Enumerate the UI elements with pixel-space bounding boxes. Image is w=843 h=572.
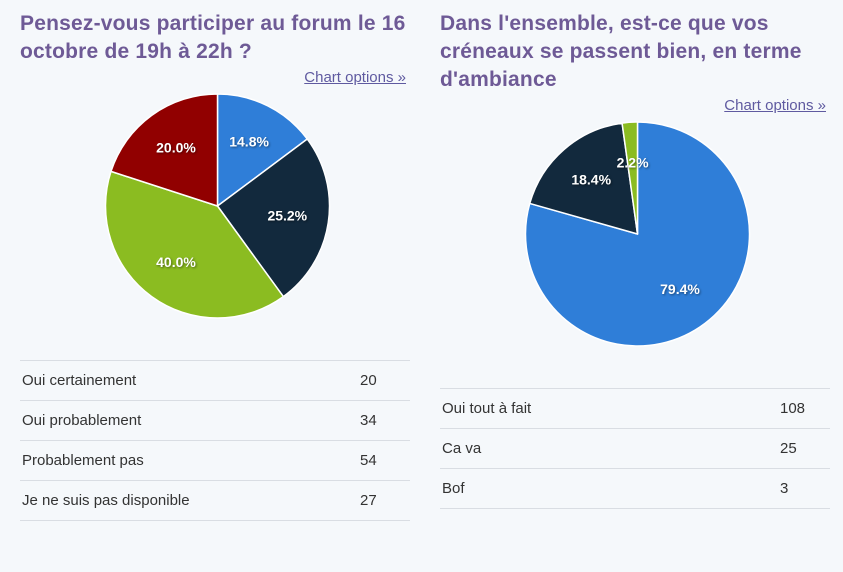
- chart-options-bar: Chart options »: [20, 68, 406, 88]
- answer-count: 20: [358, 360, 410, 401]
- answer-label: Probablement pas: [20, 440, 358, 481]
- answer-count: 3: [778, 468, 830, 509]
- pie-percentage-label: 2.2%: [617, 154, 649, 170]
- pie-percentage-label: 14.8%: [229, 134, 269, 150]
- answer-count: 54: [358, 440, 410, 481]
- answer-label: Bof: [440, 468, 778, 509]
- answers-table: Oui tout à fait 108 Ca va 25 Bof 3: [440, 388, 830, 509]
- answer-count: 27: [358, 480, 410, 521]
- answer-label: Oui certainement: [20, 360, 358, 401]
- pie-percentage-label: 40.0%: [156, 254, 196, 270]
- pie-slice[interactable]: [216, 138, 331, 298]
- pie-percentage-label: 20.0%: [156, 140, 196, 156]
- answer-count: 34: [358, 400, 410, 441]
- table-row: Probablement pas 54: [20, 440, 410, 481]
- pie-slice[interactable]: [621, 121, 639, 235]
- table-row: Oui tout à fait 108: [440, 388, 830, 429]
- pie-slice[interactable]: [104, 170, 285, 319]
- question-title: Pensez-vous participer au forum le 16 oc…: [20, 12, 406, 63]
- answer-count: 25: [778, 428, 830, 469]
- pie-slice[interactable]: [529, 122, 639, 235]
- question-panel-2: Dans l'ensemble, est-ce que vos créneaux…: [440, 10, 830, 521]
- chart-options-bar: Chart options »: [440, 96, 826, 116]
- pie-chart: 79.4% 18.4% 2.2%: [524, 121, 751, 347]
- question-title: Dans l'ensemble, est-ce que vos créneaux…: [440, 12, 802, 91]
- survey-results: Pensez-vous participer au forum le 16 oc…: [20, 10, 830, 521]
- pie-chart: 14.8% 25.2% 40.0% 20.0%: [104, 93, 331, 319]
- pie-slice[interactable]: [110, 93, 219, 207]
- answer-label: Je ne suis pas disponible: [20, 480, 358, 521]
- answer-label: Oui probablement: [20, 400, 358, 441]
- answer-label: Oui tout à fait: [440, 388, 778, 429]
- table-row: Oui certainement 20: [20, 360, 410, 401]
- chart-options-link[interactable]: Chart options »: [304, 69, 406, 86]
- pie-percentage-label: 25.2%: [267, 207, 307, 223]
- table-row: Je ne suis pas disponible 27: [20, 480, 410, 521]
- question-panel-1: Pensez-vous participer au forum le 16 oc…: [20, 10, 410, 521]
- pie-percentage-label: 79.4%: [660, 281, 700, 297]
- answer-label: Ca va: [440, 428, 778, 469]
- table-row: Bof 3: [440, 468, 830, 509]
- answer-count: 108: [778, 388, 830, 429]
- table-row: Ca va 25: [440, 428, 830, 469]
- pie-slice[interactable]: [216, 93, 309, 207]
- table-row: Oui probablement 34: [20, 400, 410, 441]
- answers-table: Oui certainement 20 Oui probablement 34 Prob…: [20, 360, 410, 521]
- pie-percentage-label: 18.4%: [571, 172, 611, 188]
- chart-options-link[interactable]: Chart options »: [724, 97, 826, 114]
